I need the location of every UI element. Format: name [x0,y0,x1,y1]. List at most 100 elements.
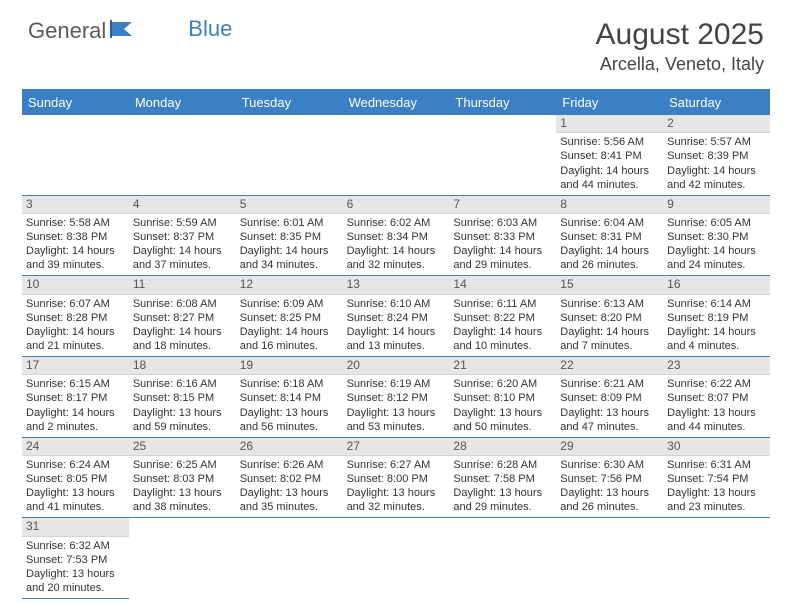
daylight-text: Daylight: 13 hours and 50 minutes. [453,406,552,434]
day-number: 17 [22,357,129,375]
day-cell: 17Sunrise: 6:15 AMSunset: 8:17 PMDayligh… [22,357,129,437]
sunrise-text: Sunrise: 6:18 AM [240,377,339,391]
day-number: 27 [343,438,450,456]
sunrise-text: Sunrise: 5:59 AM [133,216,232,230]
day-number: 23 [663,357,770,375]
day-cell: 9Sunrise: 6:05 AMSunset: 8:30 PMDaylight… [663,196,770,276]
day-headers: Sunday Monday Tuesday Wednesday Thursday… [22,91,770,115]
day-number: 10 [22,276,129,294]
day-cell [343,518,450,599]
daylight-text: Daylight: 14 hours and 21 minutes. [26,325,125,353]
daylight-text: Daylight: 14 hours and 29 minutes. [453,244,552,272]
day-number: 15 [556,276,663,294]
day-header: Sunday [22,91,129,115]
daylight-text: Daylight: 13 hours and 47 minutes. [560,406,659,434]
sunset-text: Sunset: 8:20 PM [560,311,659,325]
sunset-text: Sunset: 8:19 PM [667,311,766,325]
sunrise-text: Sunrise: 6:04 AM [560,216,659,230]
sunset-text: Sunset: 8:25 PM [240,311,339,325]
day-cell: 4Sunrise: 5:59 AMSunset: 8:37 PMDaylight… [129,196,236,276]
day-number: 28 [449,438,556,456]
day-cell [343,115,450,195]
day-number: 31 [22,518,129,536]
sunset-text: Sunset: 8:39 PM [667,149,766,163]
sunset-text: Sunset: 8:03 PM [133,472,232,486]
day-cell: 3Sunrise: 5:58 AMSunset: 8:38 PMDaylight… [22,196,129,276]
day-cell: 6Sunrise: 6:02 AMSunset: 8:34 PMDaylight… [343,196,450,276]
day-number: 11 [129,276,236,294]
day-number: 21 [449,357,556,375]
day-cell: 20 Sunrise: 6:19 AMSunset: 8:12 PMDayligh… [343,357,450,437]
sunrise-text: Sunrise: 6:05 AM [667,216,766,230]
sunrise-text: Sunrise: 6:20 AM [453,377,552,391]
day-header: Friday [556,91,663,115]
sunset-text: Sunset: 8:35 PM [240,230,339,244]
day-number: 29 [556,438,663,456]
sunset-text: Sunset: 8:09 PM [560,391,659,405]
day-cell: 7Sunrise: 6:03 AMSunset: 8:33 PMDaylight… [449,196,556,276]
sunset-text: Sunset: 8:34 PM [347,230,446,244]
sunrise-text: Sunrise: 6:10 AM [347,297,446,311]
day-number: 20 [343,357,450,375]
day-cell: 16Sunrise: 6:14 AMSunset: 8:19 PMDayligh… [663,276,770,356]
sunrise-text: Sunrise: 6:16 AM [133,377,232,391]
day-cell [236,115,343,195]
day-number: 6 [343,196,450,214]
sunset-text: Sunset: 8:33 PM [453,230,552,244]
day-cell [449,518,556,599]
week-row: 1Sunrise: 5:56 AMSunset: 8:41 PMDaylight… [22,115,770,196]
sunset-text: Sunset: 7:54 PM [667,472,766,486]
daylight-text: Daylight: 14 hours and 7 minutes. [560,325,659,353]
day-cell [22,115,129,195]
sunrise-text: Sunrise: 6:15 AM [26,377,125,391]
day-header: Monday [129,91,236,115]
day-number: 9 [663,196,770,214]
daylight-text: Daylight: 14 hours and 16 minutes. [240,325,339,353]
day-header: Thursday [449,91,556,115]
header: General Blue August 2025 Arcella, Veneto… [0,0,792,83]
sunrise-text: Sunrise: 6:14 AM [667,297,766,311]
week-row: 31Sunrise: 6:32 AMSunset: 7:53 PMDayligh… [22,518,770,599]
daylight-text: Daylight: 14 hours and 4 minutes. [667,325,766,353]
daylight-text: Daylight: 13 hours and 56 minutes. [240,406,339,434]
day-cell: 8Sunrise: 6:04 AMSunset: 8:31 PMDaylight… [556,196,663,276]
sunset-text: Sunset: 8:41 PM [560,149,659,163]
sunrise-text: Sunrise: 6:07 AM [26,297,125,311]
sunset-text: Sunset: 8:31 PM [560,230,659,244]
sunset-text: Sunset: 8:10 PM [453,391,552,405]
day-cell: 19Sunrise: 6:18 AMSunset: 8:14 PMDayligh… [236,357,343,437]
daylight-text: Daylight: 14 hours and 39 minutes. [26,244,125,272]
sunrise-text: Sunrise: 6:11 AM [453,297,552,311]
weeks: 1 Sunrise: 5:56 AMSunset: 8:41 PM Daylight… [22,115,770,599]
sunset-text: Sunset: 8:27 PM [133,311,232,325]
logo: General Blue [28,18,232,44]
sunset-text: Sunset: 8:22 PM [453,311,552,325]
daylight-text: Daylight: 13 hours and 35 minutes. [240,486,339,514]
day-cell: 5Sunrise: 6:01 AMSunset: 8:35 PMDaylight… [236,196,343,276]
sunset-text: Sunset: 8:28 PM [26,311,125,325]
sunrise-text: Sunrise: 6:19 AM [347,377,446,391]
sunrise-text: Sunrise: 5:56 AM [560,135,659,149]
day-number: 4 [129,196,236,214]
day-number: 1 [556,115,663,133]
day-cell: 10 Sunrise: 6:07 AMSunset: 8:28 PMDayligh… [22,276,129,356]
day-header: Saturday [663,91,770,115]
day-cell [449,115,556,195]
daylight-text: Daylight: 13 hours and 53 minutes. [347,406,446,434]
day-cell: 22Sunrise: 6:21 AMSunset: 8:09 PMDayligh… [556,357,663,437]
day-cell: 24Sunrise: 6:24 AMSunset: 8:05 PMDayligh… [22,438,129,518]
sunrise-text: Sunrise: 5:57 AM [667,135,766,149]
sunrise-text: Sunrise: 6:02 AM [347,216,446,230]
sunrise-text: Sunrise: 6:08 AM [133,297,232,311]
sunrise-text: Sunrise: 6:31 AM [667,458,766,472]
logo-text-2: Blue [188,16,232,42]
day-cell [236,518,343,599]
day-cell: 30Sunrise: 6:31 AMSunset: 7:54 PMDayligh… [663,438,770,518]
sunrise-text: Sunrise: 6:26 AM [240,458,339,472]
daylight-text: Daylight: 14 hours and 37 minutes. [133,244,232,272]
day-cell: 11Sunrise: 6:08 AMSunset: 8:27 PMDayligh… [129,276,236,356]
location: Arcella, Veneto, Italy [596,54,764,75]
day-cell: 28Sunrise: 6:28 AMSunset: 7:58 PMDayligh… [449,438,556,518]
sunrise-text: Sunrise: 6:21 AM [560,377,659,391]
sunset-text: Sunset: 8:12 PM [347,391,446,405]
